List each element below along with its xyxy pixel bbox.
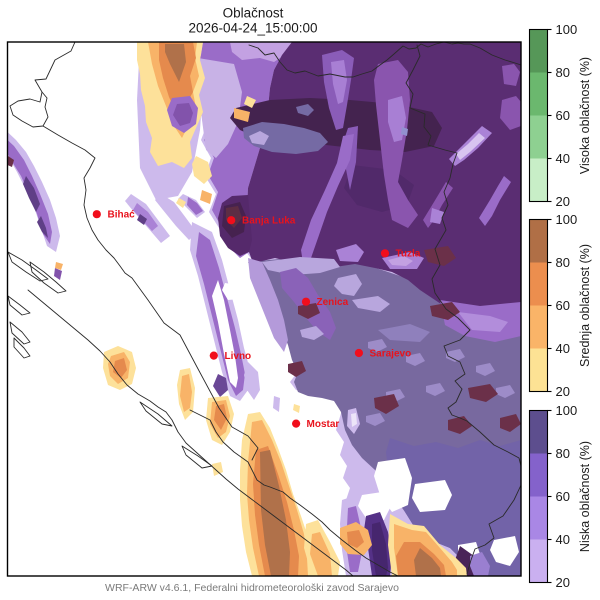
svg-text:Oblačnost: Oblačnost: [223, 6, 284, 21]
svg-text:Zenica: Zenica: [317, 297, 349, 308]
svg-text:80: 80: [556, 65, 570, 80]
svg-text:Tuzla: Tuzla: [396, 249, 421, 260]
svg-text:20: 20: [556, 194, 570, 209]
svg-text:Niska oblačnost (%): Niska oblačnost (%): [578, 441, 592, 552]
svg-text:60: 60: [556, 489, 570, 504]
svg-text:2026-04-24_15:00:00: 2026-04-24_15:00:00: [188, 21, 317, 36]
svg-text:Srednja oblačnost (%): Srednja oblačnost (%): [578, 244, 592, 367]
svg-text:Visoka oblačnost (%): Visoka oblačnost (%): [578, 57, 592, 174]
svg-text:100: 100: [556, 22, 578, 37]
svg-text:40: 40: [556, 341, 570, 356]
svg-text:60: 60: [556, 108, 570, 123]
svg-text:40: 40: [556, 532, 570, 547]
svg-text:80: 80: [556, 255, 570, 270]
svg-text:60: 60: [556, 298, 570, 313]
svg-text:Livno: Livno: [225, 351, 252, 362]
svg-text:Mostar: Mostar: [307, 419, 340, 430]
svg-text:100: 100: [556, 403, 578, 418]
svg-text:WRF-ARW v4.6.1, Federalni hidr: WRF-ARW v4.6.1, Federalni hidrometeorolo…: [105, 582, 399, 594]
svg-text:Sarajevo: Sarajevo: [370, 349, 412, 360]
svg-text:Bihać: Bihać: [108, 210, 136, 221]
svg-text:80: 80: [556, 446, 570, 461]
svg-text:20: 20: [556, 575, 570, 590]
svg-text:20: 20: [556, 384, 570, 399]
svg-text:100: 100: [556, 212, 578, 227]
svg-text:40: 40: [556, 151, 570, 166]
svg-text:Banja Luka: Banja Luka: [242, 216, 296, 227]
